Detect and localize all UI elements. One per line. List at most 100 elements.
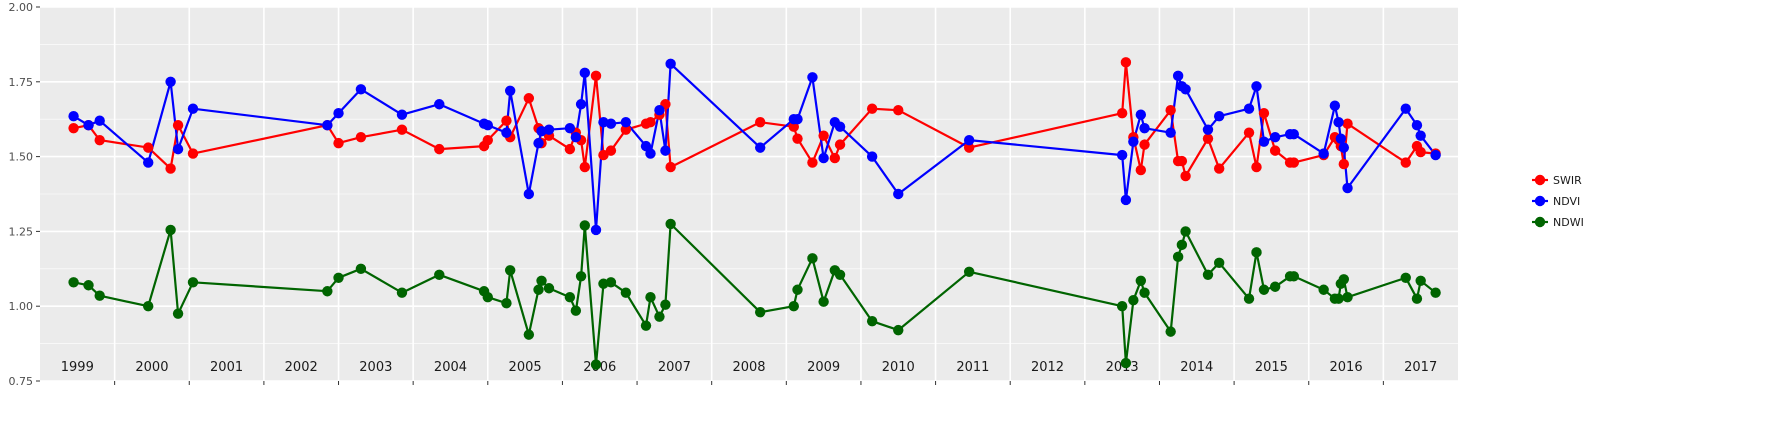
- data-point-ndwi: [1288, 271, 1300, 282]
- data-point-ndvi: [654, 105, 665, 116]
- data-point-ndwi: [501, 298, 512, 309]
- data-point-swir: [645, 116, 656, 128]
- data-point-swir: [68, 122, 79, 134]
- data-point-ndwi: [754, 306, 766, 318]
- y-tick-label: 1.50: [9, 151, 34, 164]
- data-point-ndwi: [83, 280, 94, 291]
- data-point-ndwi: [660, 299, 671, 310]
- year-label: 2010: [882, 360, 915, 375]
- data-point-ndwi: [575, 271, 587, 282]
- data-point-ndwi: [963, 266, 975, 277]
- data-point-ndvi: [1120, 194, 1132, 206]
- data-point-ndwi: [1172, 251, 1184, 263]
- data-point-ndwi: [1251, 247, 1262, 258]
- data-point-ndvi: [533, 137, 544, 149]
- data-point-swir: [818, 130, 829, 141]
- legend-label: NDVI: [1553, 195, 1580, 208]
- year-label: 2015: [1255, 360, 1288, 375]
- data-point-ndwi: [1116, 301, 1128, 312]
- data-point-ndwi: [1213, 257, 1225, 269]
- year-label: 2002: [285, 360, 318, 375]
- data-point-ndvi: [523, 188, 535, 200]
- year-label: 2005: [509, 360, 542, 375]
- y-axis: 0.75 1.00 1.25 1.50 1.75 2.00: [9, 1, 40, 388]
- data-point-ndwi: [792, 284, 803, 295]
- data-point-ndwi: [1243, 293, 1255, 304]
- data-point-swir: [1338, 158, 1350, 170]
- data-point-ndvi: [590, 224, 602, 236]
- series-line-swir: [73, 61, 1436, 178]
- data-point-swir: [792, 133, 803, 144]
- data-point-ndwi: [143, 301, 154, 312]
- data-point-swir: [1139, 139, 1150, 150]
- year-label: 2016: [1330, 360, 1363, 375]
- data-point-swir: [1165, 105, 1176, 116]
- data-point-ndvi: [187, 103, 199, 114]
- data-point-ndwi: [564, 292, 576, 303]
- data-point-ndvi: [640, 140, 652, 152]
- data-point-swir: [1176, 155, 1188, 167]
- data-point-ndvi: [754, 142, 766, 153]
- data-point-ndvi: [963, 134, 975, 146]
- data-point-swir: [665, 161, 676, 173]
- data-point-ndvi: [322, 119, 333, 131]
- legend-key-point: [1534, 174, 1546, 186]
- data-point-ndwi: [654, 311, 665, 322]
- data-point-ndvi: [1213, 111, 1225, 122]
- data-point-ndwi: [333, 272, 344, 283]
- data-point-ndvi: [504, 85, 516, 96]
- data-point-ndwi: [68, 277, 79, 288]
- data-point-swir: [333, 137, 344, 149]
- data-point-swir: [94, 134, 105, 146]
- data-point-swir: [1180, 170, 1191, 182]
- data-point-ndvi: [68, 111, 79, 122]
- data-point-ndwi: [543, 283, 555, 294]
- data-point-ndvi: [434, 99, 445, 110]
- data-point-ndwi: [866, 315, 878, 327]
- major-gridlines: [40, 6, 1458, 382]
- data-point-swir: [501, 115, 512, 126]
- data-point-ndvi: [165, 76, 176, 88]
- data-point-ndwi: [1180, 226, 1191, 237]
- data-point-ndvi: [792, 114, 803, 125]
- data-point-ndwi: [579, 220, 591, 231]
- data-point-swir: [1243, 127, 1255, 138]
- data-point-ndwi: [1411, 293, 1423, 304]
- data-point-ndvi: [94, 115, 105, 126]
- data-point-ndwi: [1165, 326, 1176, 337]
- data-point-ndvi: [1251, 81, 1262, 92]
- data-point-ndvi: [1400, 103, 1411, 114]
- data-point-ndvi: [620, 116, 632, 128]
- series-points: [68, 57, 1441, 370]
- data-point-ndwi: [1269, 281, 1281, 292]
- data-point-swir: [1415, 146, 1426, 158]
- data-point-ndvi: [818, 152, 829, 164]
- data-point-swir: [866, 103, 878, 114]
- data-point-swir: [834, 139, 846, 150]
- data-point-ndvi: [834, 121, 846, 132]
- legend: SWIR NDVI NDWI: [1532, 174, 1584, 229]
- data-point-ndvi: [1333, 116, 1344, 128]
- data-point-ndvi: [1342, 182, 1353, 194]
- data-point-ndwi: [1430, 287, 1441, 298]
- data-point-ndwi: [665, 218, 676, 230]
- data-point-ndwi: [533, 284, 544, 295]
- data-point-ndwi: [1128, 295, 1139, 306]
- data-point-ndvi: [1165, 127, 1176, 138]
- legend-label: NDWI: [1553, 216, 1584, 229]
- data-point-ndwi: [620, 287, 632, 298]
- data-point-ndwi: [504, 265, 516, 276]
- data-point-swir: [590, 70, 602, 82]
- year-label: 2000: [135, 360, 168, 375]
- data-point-swir: [1258, 108, 1270, 119]
- data-point-ndvi: [83, 119, 94, 131]
- data-point-ndwi: [1318, 284, 1329, 295]
- year-label: 1999: [61, 360, 94, 375]
- data-point-ndwi: [523, 329, 535, 340]
- data-point-ndwi: [1135, 275, 1147, 286]
- data-point-ndvi: [1415, 130, 1426, 141]
- data-point-swir: [893, 105, 904, 116]
- data-point-ndvi: [396, 109, 408, 120]
- data-point-swir: [1120, 57, 1132, 68]
